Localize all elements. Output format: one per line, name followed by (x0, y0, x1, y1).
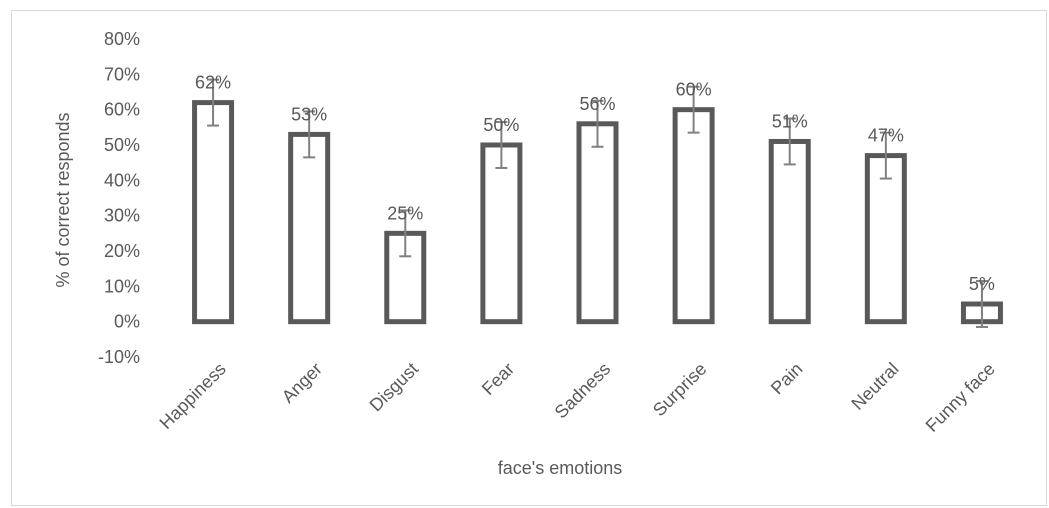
y-tick-label: 50% (104, 135, 140, 155)
data-label: 47% (868, 126, 904, 146)
x-axis-tick-labels: Happiness Anger Disgust Fear Sadness Surprise… (156, 359, 999, 436)
y-tick-label: 20% (104, 241, 140, 261)
y-tick-label: 70% (104, 64, 140, 84)
x-axis-title: face's emotions (498, 458, 623, 478)
x-tick-label: Pain (767, 359, 807, 399)
x-tick-label: Disgust (366, 359, 423, 416)
error-bar (303, 110, 316, 159)
data-label: 56% (579, 94, 615, 114)
bar (768, 138, 811, 325)
bar (288, 131, 331, 325)
error-bar (879, 131, 892, 180)
value-labels: 62% 53% 25% 50% 56% 60% 51% 47% 5% (195, 73, 995, 294)
error-bar (687, 85, 700, 134)
data-label: 50% (483, 115, 519, 135)
x-tick-label: Anger (278, 359, 326, 407)
x-tick-label: Funny face (922, 359, 999, 436)
y-tick-label: 80% (104, 29, 140, 49)
error-bars (207, 78, 988, 328)
bar (192, 100, 235, 325)
y-tick-label: 30% (104, 206, 140, 226)
y-tick-label: 10% (104, 276, 140, 296)
x-tick-label: Happiness (156, 359, 230, 433)
error-bar (207, 78, 220, 127)
x-tick-label: Fear (478, 359, 518, 399)
y-tick-label: 40% (104, 170, 140, 190)
x-tick-label: Neutral (847, 359, 902, 414)
error-bar (783, 117, 796, 166)
error-bar (591, 99, 604, 148)
y-axis-title: % of correct responds (53, 112, 73, 287)
y-tick-label: 60% (104, 100, 140, 120)
data-label: 25% (387, 203, 423, 223)
bar (576, 121, 619, 325)
data-label: 62% (195, 73, 231, 93)
y-axis-ticks: -10% 0% 10% 20% 30% 40% 50% 60% 70% 80% (98, 29, 140, 367)
data-label: 5% (969, 274, 995, 294)
error-bar (495, 121, 508, 169)
bar (480, 142, 523, 325)
y-tick-label: -10% (98, 347, 140, 367)
data-label: 51% (772, 111, 808, 131)
bar (672, 107, 715, 325)
x-tick-label: Sadness (551, 359, 615, 423)
error-bar (399, 209, 412, 258)
bar (864, 153, 907, 325)
y-tick-label: 0% (114, 312, 140, 332)
data-label: 60% (676, 80, 712, 100)
chart-frame (11, 10, 1047, 506)
x-tick-label: Surprise (649, 359, 711, 421)
error-bar (975, 280, 988, 328)
data-label: 53% (291, 104, 327, 124)
